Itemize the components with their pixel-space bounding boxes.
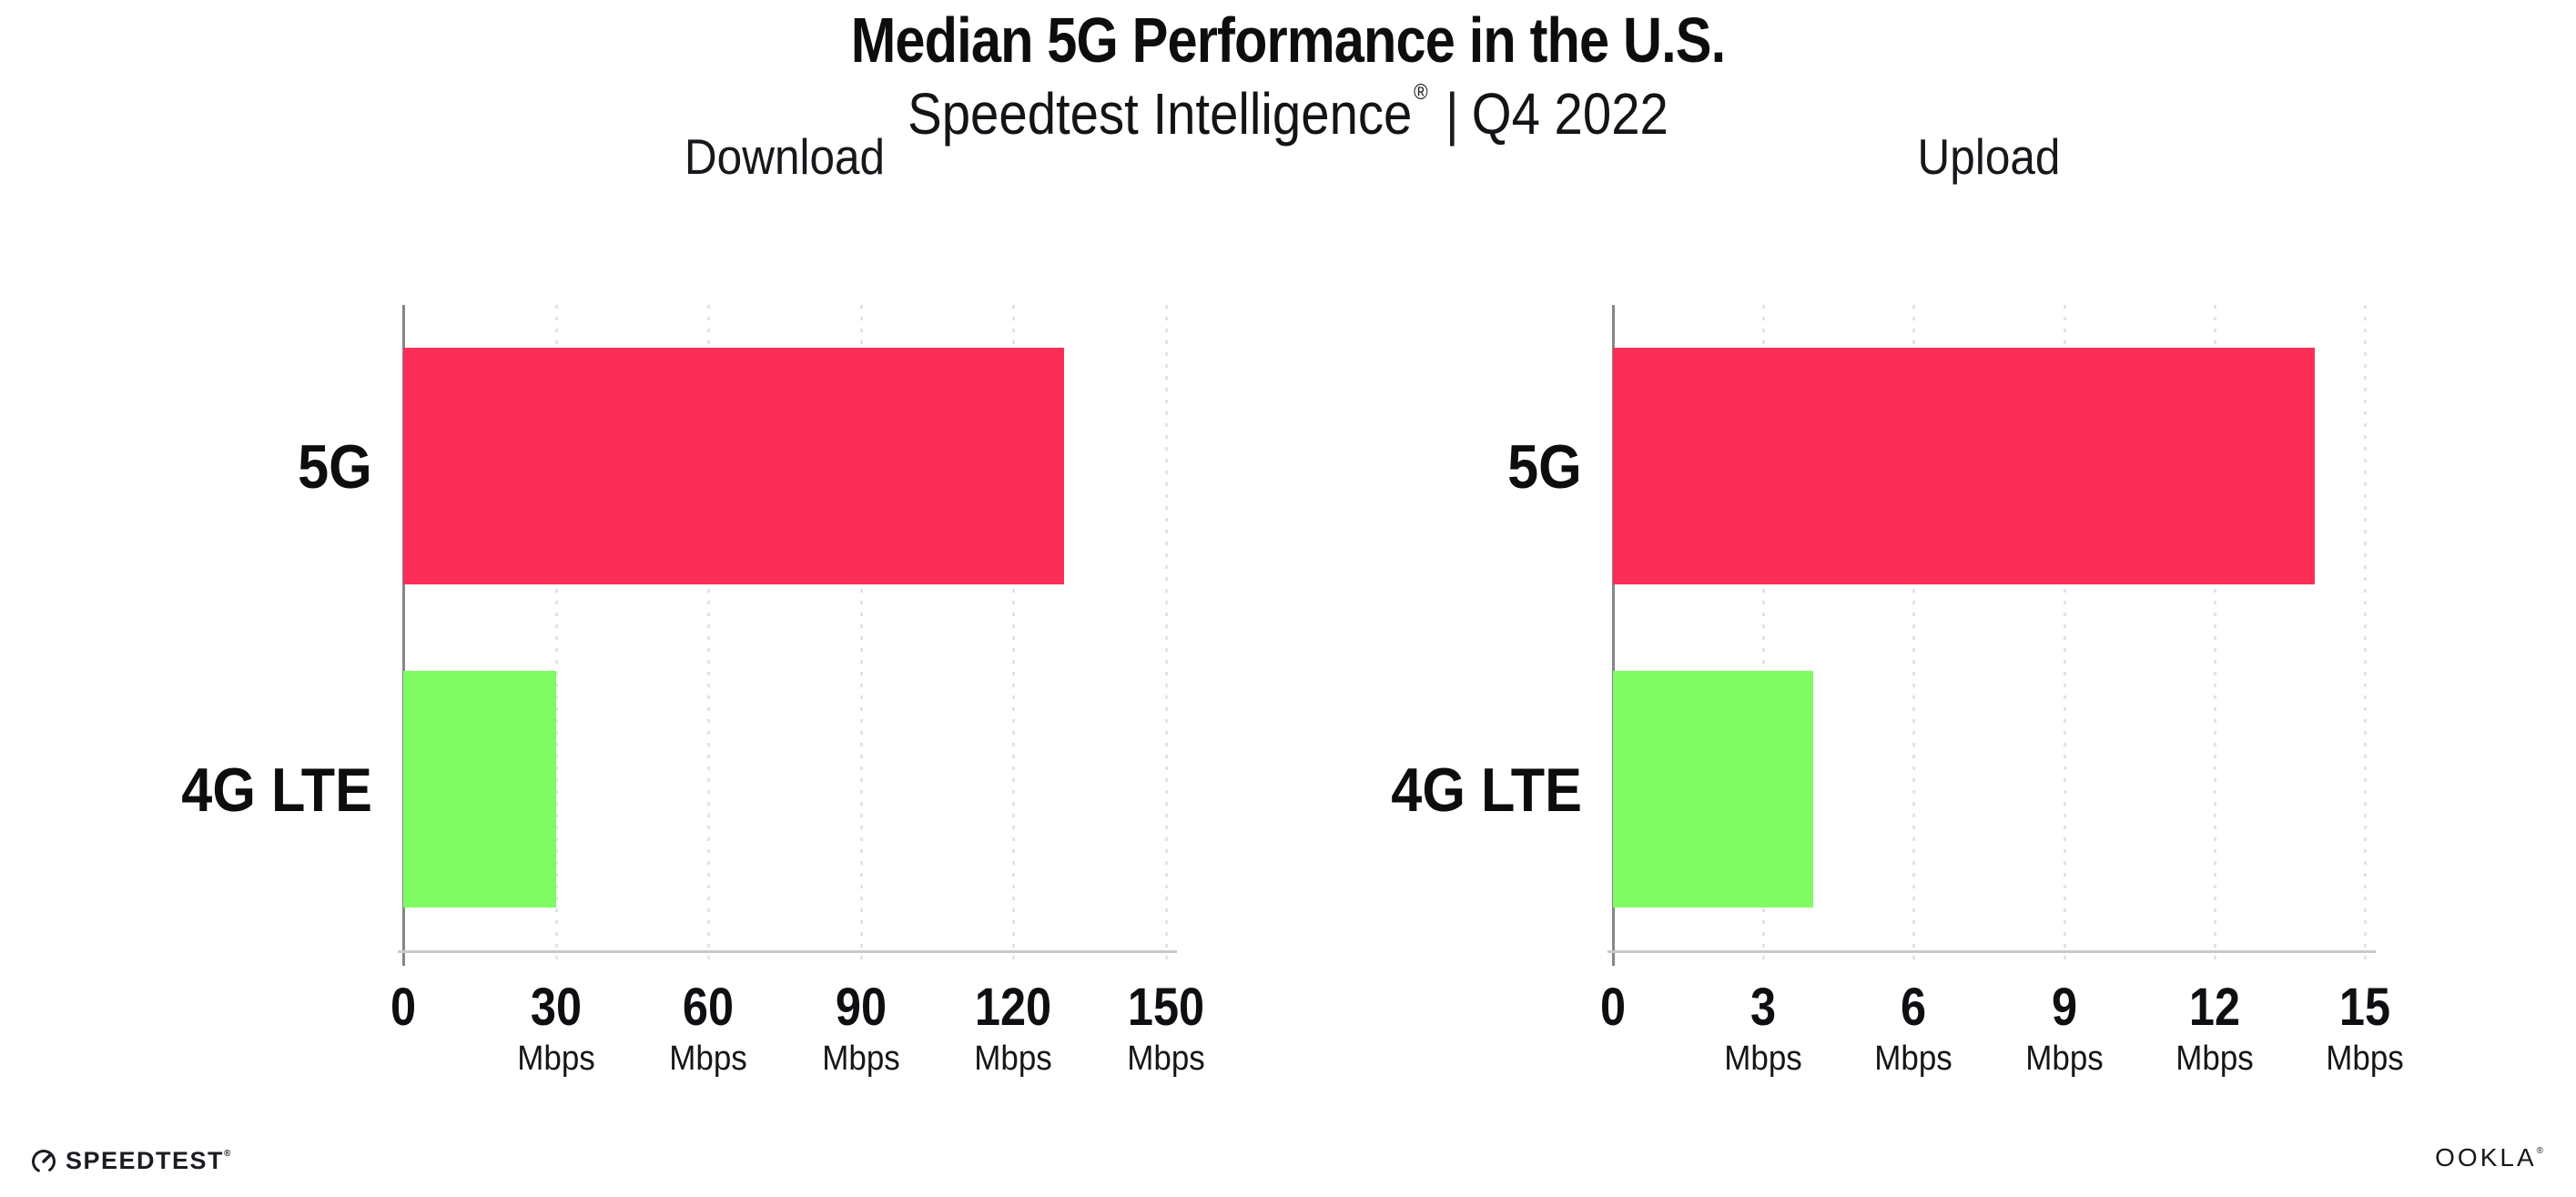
upload-plot-area: 0 3 Mbps 6 Mbps 9 Mbps 12 Mbps 15 Mbps 5G 4G LTE bbox=[1391, 305, 2404, 1076]
x-axis-line bbox=[1607, 950, 2376, 953]
speedtest-wordmark-text: SPEEDTEST bbox=[66, 1147, 225, 1174]
gridline-3 bbox=[1762, 305, 1766, 967]
x-tick-label: 90 bbox=[835, 978, 887, 1037]
x-tick-unit-label: Mbps bbox=[974, 1040, 1053, 1078]
x-tick-label: 6 bbox=[1901, 978, 1927, 1037]
registered-trademark-icon: ® bbox=[1414, 80, 1428, 105]
x-tick-6: 6 Mbps bbox=[1871, 978, 1956, 1078]
gridline-30 bbox=[554, 305, 558, 967]
x-tick-unit-label: Mbps bbox=[822, 1040, 900, 1078]
x-tick-unit-label: Mbps bbox=[2024, 1040, 2104, 1078]
x-tick-9: 9 Mbps bbox=[2022, 978, 2106, 1078]
x-tick-0: 0 bbox=[1598, 981, 1628, 1034]
x-tick-unit-label: Mbps bbox=[2326, 1040, 2404, 1078]
y-axis-line bbox=[402, 305, 405, 966]
ookla-wordmark: OOKLA® bbox=[2435, 1143, 2543, 1172]
subtitle-period: Q4 2022 bbox=[1471, 81, 1668, 147]
x-tick-label: 15 bbox=[2338, 978, 2391, 1037]
x-tick-90: 90 Mbps bbox=[818, 978, 903, 1078]
gridline-12 bbox=[2213, 305, 2216, 967]
bar-5g-download bbox=[403, 348, 1065, 584]
gridline-9 bbox=[2063, 305, 2066, 967]
bar-4g-lte-upload bbox=[1613, 671, 1814, 908]
category-label-5g: 5G bbox=[1507, 431, 1582, 502]
upload-chart: Upload 0 3 Mbps 6 Mbps 9 Mbps 12 Mbps 15 Mbps 5G 4G … bbox=[1391, 127, 2404, 1120]
x-tick-30: 30 Mbps bbox=[513, 978, 598, 1078]
x-tick-0: 0 bbox=[389, 981, 418, 1034]
x-tick-unit-label: Mbps bbox=[1127, 1040, 1205, 1078]
ookla-logo: OOKLA® bbox=[2435, 1143, 2543, 1172]
x-tick-150: 150 Mbps bbox=[1122, 978, 1211, 1078]
x-tick-15: 15 Mbps bbox=[2323, 978, 2408, 1078]
page-title: Median 5G Performance in the U.S. bbox=[850, 5, 1726, 76]
x-tick-label: 3 bbox=[1750, 978, 1777, 1037]
ookla-wordmark-text: OOKLA bbox=[2435, 1143, 2537, 1172]
x-tick-label: 12 bbox=[2188, 978, 2240, 1037]
header: Median 5G Performance in the U.S. Speedt… bbox=[0, 0, 2576, 147]
x-tick-label: 150 bbox=[1127, 978, 1205, 1037]
x-tick-unit-label: Mbps bbox=[516, 1040, 595, 1078]
bar-5g-upload bbox=[1613, 348, 2315, 584]
download-chart: Download 0 30 Mbps 60 Mbps 90 Mbps 120 Mbps 150 Mb… bbox=[181, 127, 1205, 1120]
subtitle-product: Speedtest Intelligence bbox=[908, 81, 1413, 147]
y-axis-line bbox=[1612, 305, 1615, 966]
gridline-90 bbox=[859, 305, 863, 967]
category-label-4g-lte: 4G LTE bbox=[1391, 755, 1582, 825]
registered-trademark-icon: ® bbox=[2536, 1146, 2543, 1156]
page-subtitle: Speedtest Intelligence® | Q4 2022 bbox=[155, 80, 2421, 147]
subtitle-separator: | bbox=[1445, 81, 1459, 147]
chart-title-upload: Upload bbox=[1917, 128, 2061, 185]
bar-4g-lte-download bbox=[403, 671, 556, 908]
x-tick-label: 30 bbox=[530, 978, 582, 1037]
x-tick-label: 0 bbox=[1599, 978, 1627, 1037]
download-plot-area: 0 30 Mbps 60 Mbps 90 Mbps 120 Mbps 150 Mbps 5G 4G LT… bbox=[181, 305, 1205, 1076]
gridline-150 bbox=[1165, 305, 1168, 967]
speedtest-wordmark: SPEEDTEST® bbox=[66, 1147, 230, 1175]
x-tick-3: 3 Mbps bbox=[1721, 978, 1806, 1078]
x-tick-label: 60 bbox=[683, 978, 735, 1037]
x-tick-unit-label: Mbps bbox=[2175, 1040, 2254, 1078]
x-tick-120: 120 Mbps bbox=[969, 978, 1058, 1078]
chart-title-download: Download bbox=[684, 128, 886, 185]
gridline-6 bbox=[1912, 305, 1916, 967]
category-label-5g: 5G bbox=[298, 431, 372, 502]
x-tick-unit-label: Mbps bbox=[669, 1040, 747, 1078]
gridline-15 bbox=[2364, 305, 2367, 967]
x-tick-label: 9 bbox=[2051, 978, 2077, 1037]
x-tick-unit-label: Mbps bbox=[1874, 1040, 1953, 1078]
speedtest-gauge-icon bbox=[32, 1149, 56, 1173]
registered-trademark-icon: ® bbox=[224, 1149, 231, 1159]
x-axis-line bbox=[398, 950, 1177, 953]
x-tick-label: 0 bbox=[390, 978, 417, 1037]
x-tick-unit-label: Mbps bbox=[1724, 1040, 1802, 1078]
gridline-60 bbox=[707, 305, 711, 967]
speedtest-logo: SPEEDTEST® bbox=[30, 1147, 230, 1175]
x-tick-12: 12 Mbps bbox=[2172, 978, 2257, 1078]
x-tick-label: 120 bbox=[975, 978, 1052, 1037]
category-label-4g-lte: 4G LTE bbox=[181, 755, 372, 825]
gridline-120 bbox=[1012, 305, 1016, 967]
x-tick-60: 60 Mbps bbox=[666, 978, 751, 1078]
